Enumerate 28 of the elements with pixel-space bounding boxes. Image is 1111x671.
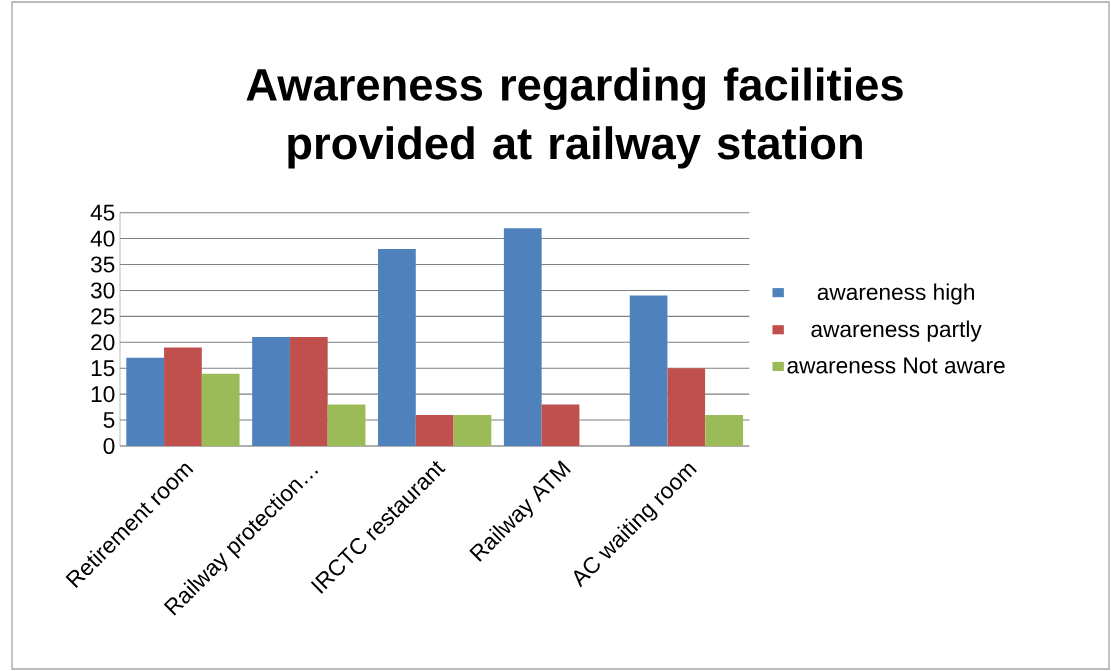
bar [705, 414, 744, 446]
bar [252, 337, 290, 446]
y-tick-label: 20 [91, 334, 115, 351]
chart-title: Awareness regarding facilities provided at railway station [246, 67, 903, 169]
bar [289, 337, 328, 446]
bar [453, 414, 492, 446]
legend-label: awareness high [817, 283, 974, 305]
legend-label: awareness Not aware [787, 357, 1005, 374]
bar [378, 248, 416, 446]
bar [126, 357, 165, 446]
y-tick-label: 45 [90, 204, 115, 221]
bar [415, 414, 454, 446]
bar [667, 368, 706, 446]
y-tick-label: 10 [91, 386, 115, 403]
bar [503, 228, 542, 446]
bar [541, 404, 580, 446]
y-tick-label: 40 [90, 230, 115, 247]
y-tick-label: 5 [103, 412, 115, 428]
y-tick-label: 35 [90, 256, 115, 273]
bar [201, 373, 240, 446]
y-tick-label: 15 [91, 360, 115, 377]
bar [164, 347, 202, 446]
bar [629, 295, 668, 446]
legend-label: awareness partly [811, 320, 982, 342]
bar [327, 404, 366, 446]
y-tick-label: 25 [91, 308, 115, 325]
y-tick-label: 0 [103, 437, 115, 455]
y-tick-label: 30 [90, 282, 115, 299]
